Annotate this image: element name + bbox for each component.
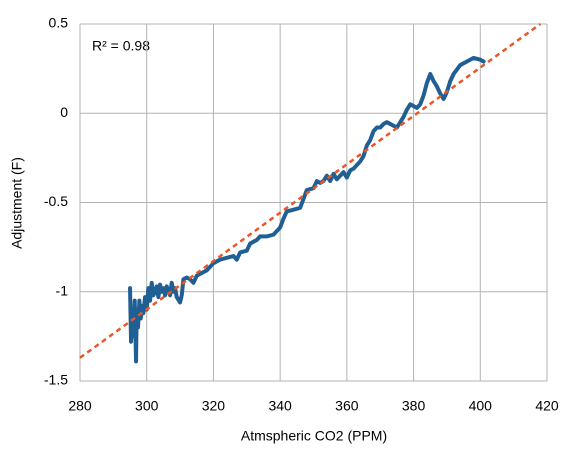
x-tick-label: 340	[268, 398, 292, 414]
x-tick-label: 400	[469, 398, 493, 414]
annotation: R² = 0.98	[92, 38, 150, 54]
x-axis-title: Atmspheric CO2 (PPM)	[241, 428, 387, 444]
x-tick-label: 420	[535, 398, 559, 414]
y-tick-label: -1	[56, 282, 69, 298]
x-tick-label: 360	[335, 398, 359, 414]
y-tick-label: -1.5	[44, 372, 68, 388]
x-tick-label: 320	[202, 398, 226, 414]
x-tick-label: 300	[135, 398, 159, 414]
y-tick-label: -0.5	[44, 193, 68, 209]
y-tick-label: 0.5	[49, 15, 69, 31]
trend-line	[79, 22, 542, 359]
data-line	[128, 55, 486, 364]
y-axis-title: Adjustment (F)	[9, 157, 25, 249]
x-tick-label: 280	[68, 398, 92, 414]
x-tick-label: 380	[402, 398, 426, 414]
y-tick-label: 0	[60, 104, 68, 120]
